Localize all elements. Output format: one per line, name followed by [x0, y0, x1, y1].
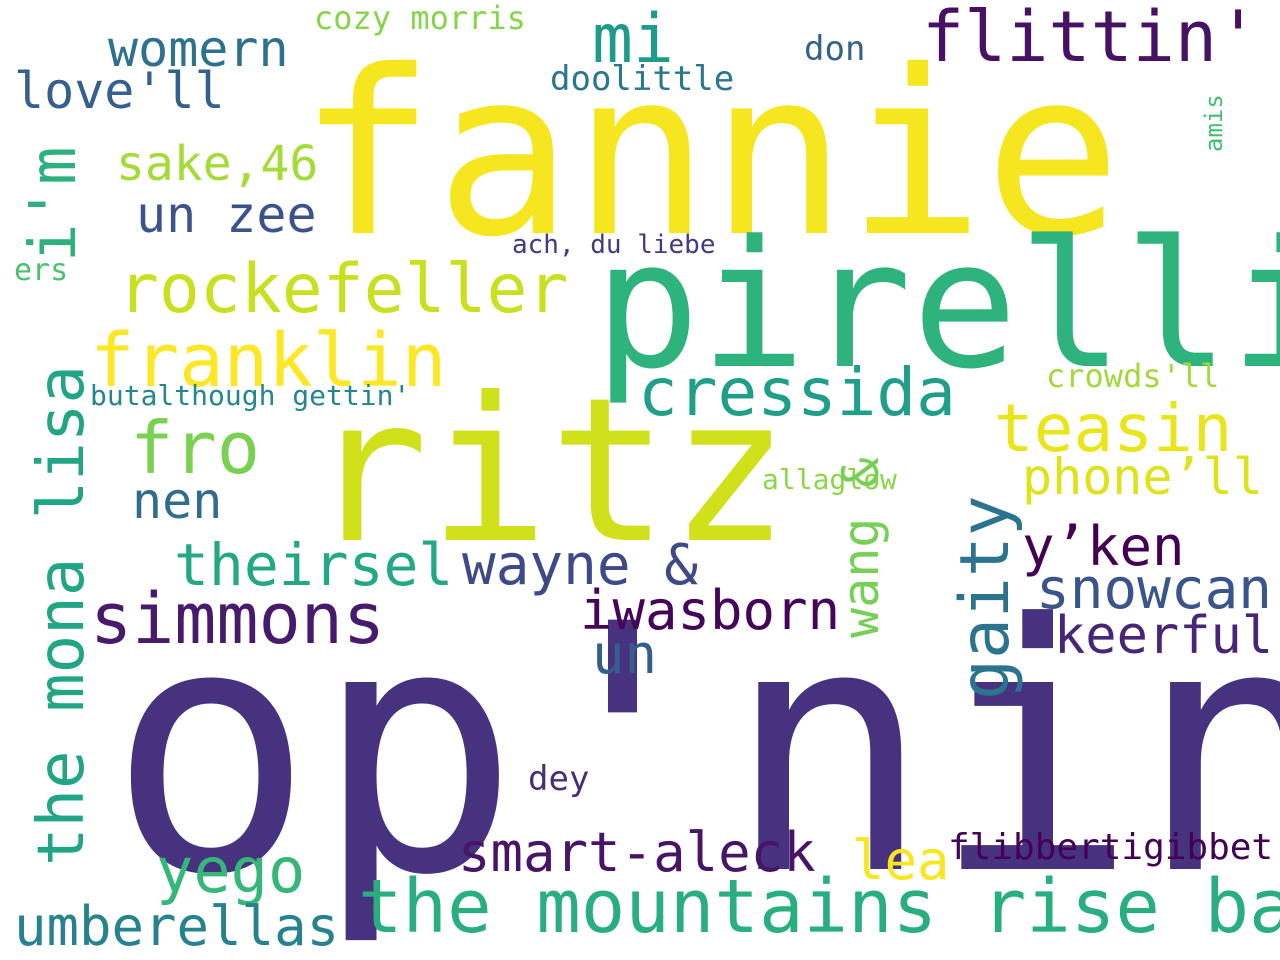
- word-allaglow: allaglow: [762, 463, 897, 496]
- word-umberellas: umberellas: [14, 895, 340, 958]
- word-keerful: keerful: [1054, 606, 1274, 666]
- word-iwasborn: iwasborn: [580, 579, 841, 642]
- word-sake46: sake,46: [116, 136, 319, 192]
- word-mi: mi: [592, 0, 674, 79]
- word-opnin: op'nin: [108, 552, 1280, 950]
- word-amis: amis: [1200, 94, 1228, 152]
- word-franklin: franklin: [90, 318, 447, 404]
- word-snowcan: snowcan: [1036, 557, 1273, 622]
- word-don: don: [804, 29, 866, 69]
- word-teasin: teasin: [994, 390, 1233, 467]
- word-phonell: phone’ll: [1022, 448, 1263, 506]
- word-wayne: wayne &: [462, 533, 699, 598]
- word-lovell: love'll: [14, 62, 225, 120]
- word-the-mountains-rise-ba: the mountains rise ba: [358, 864, 1280, 950]
- word-smart-aleck: smart-aleck: [458, 821, 816, 884]
- word-crowdsll: crowds'll: [1046, 357, 1220, 395]
- word-womern: womern: [108, 20, 289, 78]
- word-pirelli: pirelli: [594, 203, 1280, 408]
- word-fro: fro: [130, 406, 261, 490]
- word-cressida: cressida: [638, 354, 956, 431]
- word-butalthough-gettin: butalthough gettin': [90, 379, 411, 412]
- word-flibbertigibbet: flibbertigibbet: [948, 827, 1274, 868]
- word-flittin: flittin': [922, 0, 1260, 78]
- word-wang: wang &: [832, 457, 890, 638]
- word-dey: dey: [528, 759, 590, 799]
- word-un: un: [592, 623, 658, 686]
- word-im: i'm: [17, 146, 91, 262]
- word-un-zee: un zee: [136, 186, 317, 244]
- word-rockefeller: rockefeller: [118, 250, 569, 329]
- word-gaity: gaity: [946, 495, 1025, 700]
- word-ers: ers: [14, 253, 69, 288]
- word-yego: yego: [156, 834, 306, 907]
- word-lea: lea: [852, 829, 950, 892]
- word-yken: y’ken: [1022, 515, 1185, 578]
- word-doolittle: doolittle: [550, 59, 735, 99]
- word-ach-du-liebe: ach, du liebe: [512, 230, 716, 260]
- word-nen: nen: [132, 472, 223, 530]
- word-cozy-morris: cozy morris: [314, 0, 526, 37]
- word-the-mona-lisa: the mona lisa: [25, 365, 99, 866]
- word-simmons: simmons: [90, 578, 386, 660]
- word-theirsel: theirsel: [174, 531, 454, 599]
- word-fannie: fannie: [298, 21, 1122, 287]
- word-ritz: ritz: [308, 355, 790, 588]
